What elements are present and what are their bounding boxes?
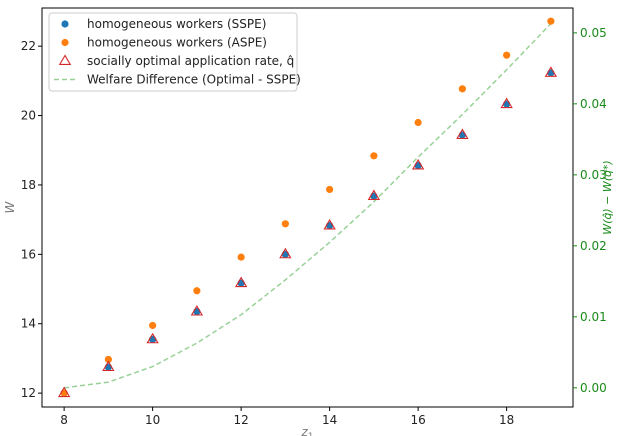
y-tick-label: 22: [21, 39, 36, 53]
aspe-point: [326, 185, 334, 194]
y-tick-label: 20: [21, 109, 36, 123]
x-tick-label: 14: [322, 413, 337, 427]
optimal-triangle-marker: [367, 189, 381, 201]
welfare-difference-line: [64, 23, 552, 389]
x-axis-label: z1: [300, 425, 313, 436]
aspe-point: [414, 118, 422, 127]
y-right-tick-label: 0.00: [580, 381, 607, 395]
aspe-point: [370, 152, 378, 160]
optimal-triangle-marker: [456, 128, 469, 139]
sspe-point: [503, 100, 511, 108]
y-tick-label: 12: [21, 386, 36, 400]
sspe-point: [458, 131, 466, 139]
aspe-point: [193, 287, 201, 295]
legend-entry: socially optimal application rate, q̂: [87, 54, 294, 68]
optimal-triangle-marker: [500, 97, 513, 109]
y-right-tick-label: 0.02: [580, 239, 607, 253]
aspe-point: [237, 253, 245, 261]
plot-frame: [41, 7, 574, 408]
y-tick-label: 14: [21, 317, 36, 331]
optimal-triangle-marker: [102, 360, 115, 372]
x-tick-label: 8: [60, 413, 68, 427]
optimal-triangle-marker: [190, 304, 204, 316]
legend-box: [48, 12, 298, 92]
x-tick-label: 16: [410, 413, 425, 427]
sspe-point: [326, 221, 334, 230]
optimal-triangle-marker: [323, 218, 336, 230]
optimal-triangle-marker: [234, 276, 248, 288]
sspe-point: [281, 250, 289, 258]
optimal-triangle-marker: [57, 386, 71, 398]
y-right-tick-label: 0.05: [580, 26, 607, 40]
sspe-point: [370, 192, 378, 200]
x-tick-label: 10: [145, 413, 160, 427]
aspe-point: [281, 220, 289, 228]
sspe-point: [237, 279, 245, 287]
legend-marker-circle: [61, 20, 69, 28]
y-tick-label: 16: [21, 247, 36, 261]
x-tick-label: 12: [233, 413, 248, 427]
y-axis-label: W: [3, 200, 17, 213]
y-right-tick-label: 0.03: [580, 168, 607, 182]
y-right-tick-label: 0.04: [580, 97, 607, 111]
sspe-point: [149, 335, 157, 343]
sspe-point: [414, 161, 422, 170]
aspe-point: [503, 51, 511, 59]
y-right-tick-label: 0.01: [580, 310, 607, 324]
aspe-point: [60, 389, 68, 397]
aspe-point: [149, 321, 157, 330]
y-tick-label: 18: [21, 178, 36, 192]
optimal-triangle-marker: [411, 158, 425, 170]
aspe-point: [458, 85, 466, 93]
series-layer: [57, 17, 558, 398]
axes-layer: 8 10 12 14 16 18 12 14 16 18 20 22 0.00 0.01 0.02 0.03 0…: [3, 7, 614, 436]
optimal-triangle-marker: [279, 247, 292, 259]
legend-entry: homogeneous workers (ASPE): [87, 36, 267, 50]
legend-entry: Welfare Difference (Optimal - SSPE): [87, 73, 301, 87]
legend-entry: homogeneous workers (SSPE): [87, 17, 266, 31]
aspe-point: [547, 17, 555, 25]
optimal-triangle-marker: [544, 66, 558, 77]
sspe-point: [547, 69, 555, 77]
legend-marker-circle: [61, 38, 69, 47]
legend: homogeneous workers (SSPE) homogeneous wo…: [48, 12, 301, 92]
aspe-point: [104, 355, 112, 364]
sspe-point: [193, 307, 201, 316]
y-right-axis-label: W(q̂) − W(q*): [601, 160, 614, 235]
optimal-triangle-marker: [146, 332, 159, 344]
legend-marker-triangle: [58, 54, 72, 65]
x-tick-label: 18: [499, 413, 514, 427]
sspe-point: [104, 363, 112, 371]
